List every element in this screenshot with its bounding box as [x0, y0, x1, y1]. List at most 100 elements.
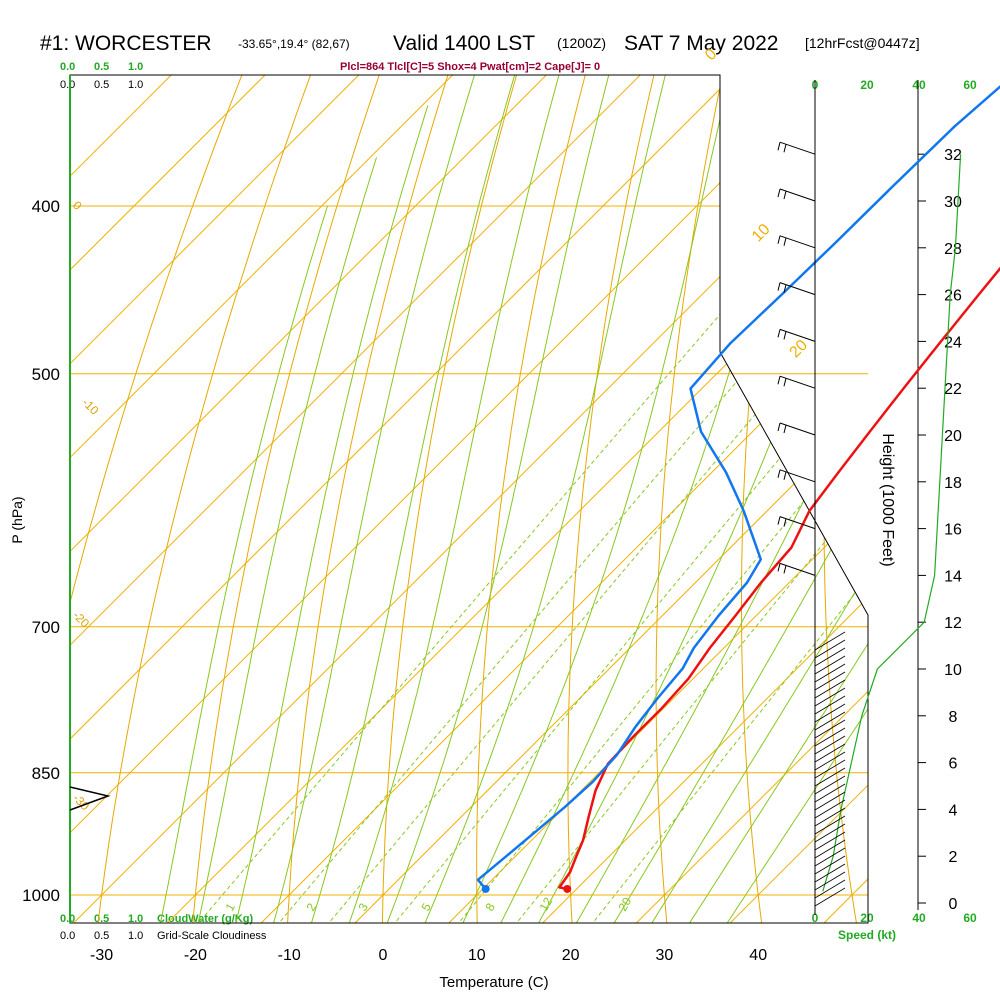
- isotherm-line: [909, 0, 1000, 932]
- isotherm-line: [70, 75, 707, 923]
- isotherm-line: [70, 75, 868, 923]
- adiabat-label: 10: [749, 221, 774, 246]
- isotherm-line: [70, 75, 800, 923]
- x-tick-label: 40: [749, 947, 767, 964]
- height-tick-label: 4: [949, 802, 958, 819]
- mixing-ratio-label: 3: [355, 900, 371, 913]
- pressure-tick-label: 500: [32, 365, 60, 384]
- cloud-top-green-2: 1.0: [128, 61, 143, 73]
- speed-axis-label: Speed (kt): [838, 928, 896, 942]
- moist-adiabat: [721, 75, 868, 923]
- mixing-ratio-line: [509, 205, 868, 923]
- valid-time: Valid 1400 LST: [393, 32, 535, 55]
- height-tick-label: 20: [944, 428, 962, 445]
- dry-adiabat: [476, 75, 661, 923]
- height-tick-label: 16: [944, 522, 962, 539]
- speed-tick-top-1: 20: [860, 78, 874, 92]
- height-tick-label: 6: [949, 756, 958, 773]
- surface-dewpoint-point: [481, 884, 490, 893]
- wind-barb: [814, 655, 846, 675]
- cloud-bottom-green-2: 1.0: [128, 913, 143, 925]
- forecast-info: [12hrFcst@0447z]: [805, 35, 920, 51]
- moist-adiabat: [383, 75, 669, 923]
- wind-barb: [814, 799, 846, 819]
- wind-barb: [814, 727, 846, 747]
- mixing-ratio-label: 2: [303, 900, 319, 913]
- axes: -30-20-100102030402503004005007008501000…: [22, 0, 962, 964]
- wind-barb: [814, 791, 846, 811]
- y-axis-title: P (hPa): [9, 496, 25, 543]
- wind-barb: [814, 855, 846, 875]
- wind-barb: [814, 847, 846, 867]
- isotherm-line: [70, 75, 868, 923]
- surface-temperature-point: [563, 884, 572, 893]
- isotherm-line: [345, 75, 868, 923]
- grid-lines: [70, 0, 1000, 932]
- wind-barb: [814, 647, 846, 667]
- speed-tick-bottom-0: 0: [812, 911, 819, 925]
- wind-barb: [777, 562, 816, 576]
- moist-adiabat: [233, 105, 429, 923]
- cloud-top-black-0: 0.0: [60, 79, 75, 91]
- wind-barb: [814, 879, 846, 899]
- x-tick-label: 30: [656, 947, 674, 964]
- wind-barb: [814, 711, 846, 731]
- dry-adiabat: [381, 75, 599, 923]
- speed-tick-bottom-2: 40: [912, 911, 926, 925]
- x-tick-label: 20: [562, 947, 580, 964]
- mixing-ratio-label: 12: [536, 895, 555, 914]
- moist-adiabat: [345, 75, 605, 923]
- x-tick-label: 0: [379, 947, 388, 964]
- wind-barb: [814, 671, 846, 691]
- wind-barb: [814, 831, 846, 851]
- isotherm-label: -10: [79, 395, 101, 417]
- wind-barb: [777, 282, 816, 296]
- moist-adiabat: [270, 75, 483, 923]
- dry-adiabat: [286, 75, 536, 923]
- dry-adiabat: [96, 75, 411, 923]
- cloud-bottom-black-1: 0.5: [94, 930, 109, 942]
- wind-panel: [69, 80, 962, 915]
- height-tick-label: 8: [949, 709, 958, 726]
- wind-barb: [814, 703, 846, 723]
- moist-adiabat: [570, 75, 868, 923]
- wind-barb: [814, 735, 846, 755]
- cloud-top-black-1: 0.5: [94, 79, 109, 91]
- height-tick-label: 32: [944, 147, 962, 164]
- x-tick-label: -10: [278, 947, 301, 964]
- wind-barb: [777, 188, 816, 202]
- wind-barb: [777, 141, 816, 155]
- wind-barb: [814, 863, 846, 883]
- wind-barb: [814, 679, 846, 699]
- moist-adiabat: [420, 75, 736, 923]
- speed-tick-bottom-3: 60: [963, 911, 977, 925]
- dry-adiabat: [191, 75, 474, 923]
- wind-barb: [777, 375, 816, 389]
- height-tick-label: 26: [944, 288, 962, 305]
- x-tick-label: -30: [90, 947, 113, 964]
- wind-barb: [777, 516, 816, 530]
- dewpoint-trace: [476, 85, 1000, 890]
- wind-barb: [777, 328, 816, 342]
- x-tick-label: 10: [468, 947, 486, 964]
- height-tick-label: 24: [944, 334, 962, 351]
- moist-adiabat: [608, 75, 868, 923]
- wind-barb: [814, 639, 846, 659]
- cloud-bottom-black-0: 0.0: [60, 930, 75, 942]
- moist-adiabat: [495, 75, 867, 923]
- wind-speed-trace: [822, 154, 962, 892]
- wind-barb: [814, 687, 846, 707]
- wind-barb: [814, 719, 846, 739]
- height-axis-title: Height (1000 Feet): [879, 433, 896, 566]
- wind-barb: [814, 631, 846, 651]
- wind-barb: [814, 783, 846, 803]
- isotherm-line: [158, 75, 868, 923]
- wind-barb: [814, 815, 846, 835]
- height-tick-label: 14: [944, 568, 962, 585]
- cloud-scale-top: 0.0 0.5 1.0 0.0 0.5 1.0: [60, 61, 143, 91]
- mixing-ratio-label: 8: [482, 900, 498, 913]
- sounding-traces: [476, 85, 1000, 893]
- moist-adiabat: [308, 75, 542, 923]
- chart-header: #1: WORCESTER -33.65°,19.4° (82,67) Vali…: [40, 32, 920, 55]
